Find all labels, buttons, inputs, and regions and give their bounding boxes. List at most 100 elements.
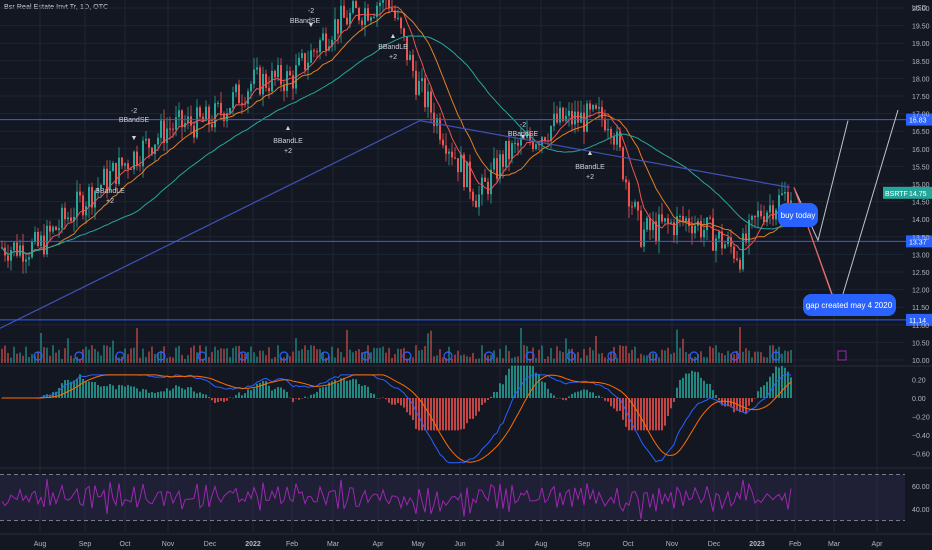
candle-body <box>523 137 525 139</box>
rsi-line <box>1 478 792 520</box>
candle-body <box>421 78 423 81</box>
candle-body <box>646 217 648 230</box>
macd-hist-bar <box>754 398 756 399</box>
macd-hist-bar <box>307 397 309 399</box>
macd-hist-bar <box>244 393 246 398</box>
candle-body <box>649 217 651 231</box>
macd-hist-bar <box>688 373 690 398</box>
volume-bar <box>247 351 249 363</box>
candle-body <box>634 202 636 207</box>
macd-hist-bar <box>322 387 324 398</box>
candle-body <box>67 217 69 220</box>
volume-bar <box>775 349 777 363</box>
volume-bar <box>781 353 783 363</box>
macd-hist-bar <box>496 392 498 398</box>
macd-hist-bar <box>733 398 735 413</box>
volume-bar <box>724 355 726 363</box>
macd-hist-bar <box>115 389 117 398</box>
candle-body <box>664 218 666 222</box>
candle-body <box>508 140 510 160</box>
macd-hist-bar <box>121 385 123 398</box>
candle-body <box>484 177 486 182</box>
macd-hist-bar <box>67 379 69 398</box>
candle-body <box>325 33 327 51</box>
volume-bar <box>13 346 15 363</box>
macd-hist-bar <box>670 398 672 409</box>
candle-body <box>151 147 153 154</box>
volume-bar <box>706 357 708 363</box>
price-tick-label: 17.50 <box>912 94 930 101</box>
time-tick-label: Mar <box>828 541 841 548</box>
candle-body <box>430 91 432 113</box>
volume-bar <box>214 346 216 363</box>
macd-hist-bar <box>220 398 222 401</box>
macd-hist-bar <box>232 397 234 399</box>
volume-bar <box>370 352 372 363</box>
volume-bar <box>469 356 471 363</box>
candle-body <box>247 91 249 105</box>
volume-bar <box>115 355 117 363</box>
macd-hist-bar <box>163 391 165 398</box>
macd-hist-bar <box>697 372 699 398</box>
volume-bar <box>274 356 276 363</box>
macd-hist-bar <box>145 389 147 398</box>
volume-bar <box>319 349 321 363</box>
level-tag-bg <box>906 235 932 248</box>
volume-bar <box>40 332 42 363</box>
volume-bar <box>697 354 699 363</box>
candle-body <box>466 161 468 188</box>
candle-body <box>163 120 165 143</box>
volume-bar <box>436 355 438 363</box>
volume-bar <box>256 356 258 363</box>
volume-bar <box>28 357 30 363</box>
macd-hist-bar <box>331 381 333 398</box>
time-tick-label: Dec <box>708 541 721 548</box>
macd-hist-bar <box>652 398 654 431</box>
volume-bar <box>379 347 381 363</box>
volume-bar <box>592 350 594 363</box>
macd-hist-bar <box>442 398 444 431</box>
volume-bar <box>64 348 66 363</box>
candle-body <box>127 163 129 169</box>
candle-body <box>535 144 537 150</box>
volume-bar <box>337 348 339 363</box>
macd-hist-bar <box>394 398 396 405</box>
candle-body <box>406 36 408 61</box>
volume-bars <box>1 327 792 363</box>
volume-bar <box>163 346 165 363</box>
volume-bar <box>451 358 453 363</box>
candle-body <box>100 184 102 189</box>
volume-bar <box>679 347 681 363</box>
macd-hist-bar <box>757 391 759 398</box>
volume-bar <box>736 351 738 363</box>
macd-hist-bar <box>100 386 102 398</box>
volume-bar <box>196 352 198 363</box>
macd-hist-bar <box>460 398 462 430</box>
macd-hist-bar <box>241 395 243 398</box>
volume-bar <box>616 357 618 363</box>
candle-body <box>655 221 657 242</box>
candle-body <box>592 105 594 110</box>
candle-body <box>256 67 258 70</box>
volume-bar <box>109 347 111 363</box>
signal-label: BBandLE <box>95 188 125 195</box>
volume-bar <box>166 358 168 363</box>
volume-bar <box>499 348 501 363</box>
volume-bar <box>331 346 333 363</box>
volume-bar <box>229 357 231 363</box>
candle-body <box>43 235 45 255</box>
signal-label: -2 <box>131 108 137 115</box>
signal-label: BBandLE <box>575 164 605 171</box>
volume-bar <box>748 350 750 363</box>
macd-hist-bar <box>79 374 81 398</box>
volume-bar <box>418 350 420 363</box>
level-tag-bg <box>906 313 932 326</box>
macd-hist-bar <box>472 398 474 419</box>
volume-bar <box>208 356 210 363</box>
signal-arrow-down: ▼ <box>131 135 138 142</box>
macd-hist-bar <box>466 398 468 424</box>
macd-hist-bar <box>595 395 597 398</box>
macd-hist-bar <box>679 379 681 398</box>
macd-hist-bar <box>298 398 300 400</box>
